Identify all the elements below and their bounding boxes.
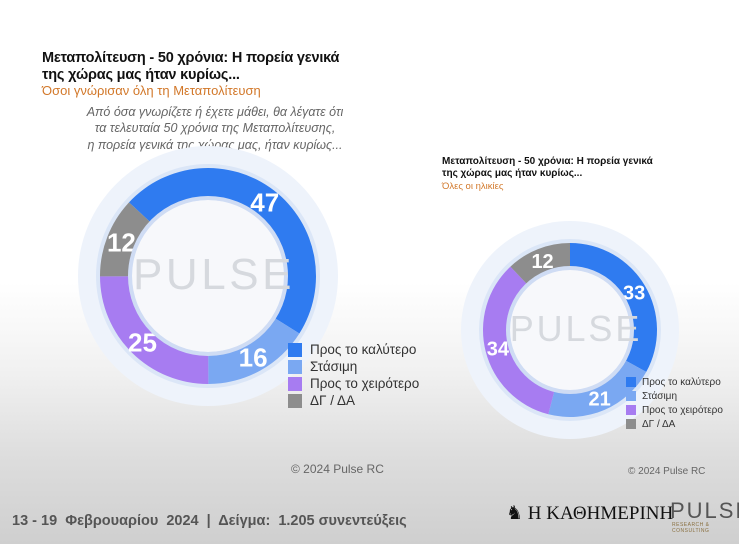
legend-label: Προς το καλύτερο <box>642 376 721 388</box>
griffin-icon: ♞ <box>506 503 524 524</box>
donut-segment-stagnant <box>208 317 300 384</box>
donut-segment-better <box>129 168 316 334</box>
legend-item-worse: Προς το χειρότερο <box>626 403 723 417</box>
legend-label: ΔΓ / ΔΑ <box>310 393 355 408</box>
legend-label: Στάσιμη <box>310 359 358 374</box>
donut-segment-better <box>570 243 657 372</box>
legend-item-worse: Προς το χειρότερο <box>288 375 419 392</box>
question-line: η πορεία γενικά της χώρας μας, ήταν κυρί… <box>87 137 343 152</box>
brand-name: Η ΚΑΘΗΜΕΡΙΝΗ <box>527 503 674 524</box>
donut-segment-worse <box>100 276 209 384</box>
data-label-dk-na: 12 <box>531 251 553 273</box>
chart2-title: Μεταπολίτευση - 50 χρόνια: Η πορεία γενι… <box>442 156 653 179</box>
pulse-watermark: PULSE <box>133 250 295 299</box>
donut-segment-stagnant <box>548 359 647 417</box>
legend-label: Προς το χειρότερο <box>642 404 723 416</box>
chart1-subtitle: Όσοι γνώρισαν όλη τη Μεταπολίτευση <box>42 83 261 98</box>
legend-label: Προς το καλύτερο <box>310 342 417 357</box>
legend-label: Προς το χειρότερο <box>310 376 420 391</box>
donut-segment-worse <box>483 266 555 415</box>
donut-hole <box>132 200 284 352</box>
chart1-copyright: © 2024 Pulse RC <box>291 462 384 476</box>
kathimerini-logo: ♞ Η ΚΑΘΗΜΕΡΙΝΗ <box>506 502 673 525</box>
donut-hole <box>510 270 630 390</box>
data-label-worse: 34 <box>487 339 510 361</box>
legend-swatch <box>626 419 636 429</box>
chart2-donut: 33 21 34 12 PULSE <box>461 221 679 439</box>
data-label-better: 33 <box>623 282 645 304</box>
legend-label: Στάσιμη <box>642 390 678 402</box>
chart2-legend: Προς το καλύτερο Στάσιμη Προς το χειρότε… <box>626 375 723 431</box>
legend-swatch <box>626 391 636 401</box>
data-label-dk-na: 12 <box>107 227 136 257</box>
legend-item-dk-na: ΔΓ / ΔΑ <box>288 392 419 409</box>
chart2-subtitle: Όλες οι ηλικίες <box>442 181 504 192</box>
legend-swatch <box>288 342 302 357</box>
pulse-logo: PULSE <box>670 498 739 523</box>
donut-inner-rim <box>128 196 288 356</box>
legend-swatch <box>288 376 302 391</box>
data-label-stagnant: 21 <box>588 389 610 411</box>
legend-swatch <box>288 359 302 374</box>
legend-item-better: Προς το καλύτερο <box>626 375 723 389</box>
chart1-question: Από όσα γνωρίζετε ή έχετε μάθει, θα λέγα… <box>60 104 370 153</box>
chart2-copyright: © 2024 Pulse RC <box>628 466 706 477</box>
legend-item-stagnant: Στάσιμη <box>626 389 723 403</box>
question-line: Από όσα γνωρίζετε ή έχετε μάθει, θα λέγα… <box>86 105 344 119</box>
donut-inner-rim <box>506 266 634 394</box>
question-line: τα τελευταία 50 χρόνια της Μεταπολίτευση… <box>94 121 336 136</box>
legend-label: ΔΓ / ΔΑ <box>642 418 676 430</box>
pulse-watermark: PULSE <box>510 308 642 349</box>
donut-segment-dk-na <box>510 243 570 285</box>
footer-survey-info: 13 - 19 Φεβρουαρίου 2024 | Δείγμα: 1.205… <box>12 513 407 529</box>
legend-swatch <box>626 377 636 387</box>
legend-swatch <box>288 393 302 408</box>
chart1-title: Μεταπολίτευση - 50 χρόνια: Η πορεία γενι… <box>42 50 340 83</box>
pulse-logo-subtitle: RESEARCH & CONSULTING <box>672 522 710 534</box>
chart1-legend: Προς το καλύτερο Στάσιμη Προς το χειρότε… <box>288 341 419 409</box>
legend-swatch <box>626 405 636 415</box>
donut-segment-dk-na <box>100 202 151 277</box>
legend-item-better: Προς το καλύτερο <box>288 341 419 358</box>
legend-item-stagnant: Στάσιμη <box>288 358 419 375</box>
legend-item-dk-na: ΔΓ / ΔΑ <box>626 417 723 431</box>
